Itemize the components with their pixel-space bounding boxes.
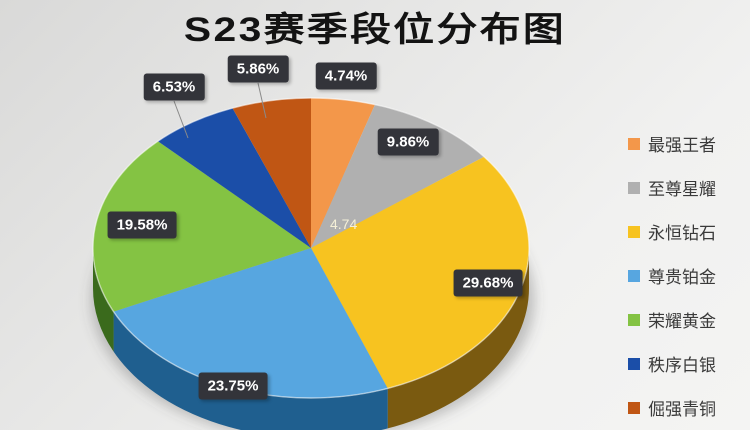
svg-text:4.74: 4.74	[330, 216, 357, 232]
